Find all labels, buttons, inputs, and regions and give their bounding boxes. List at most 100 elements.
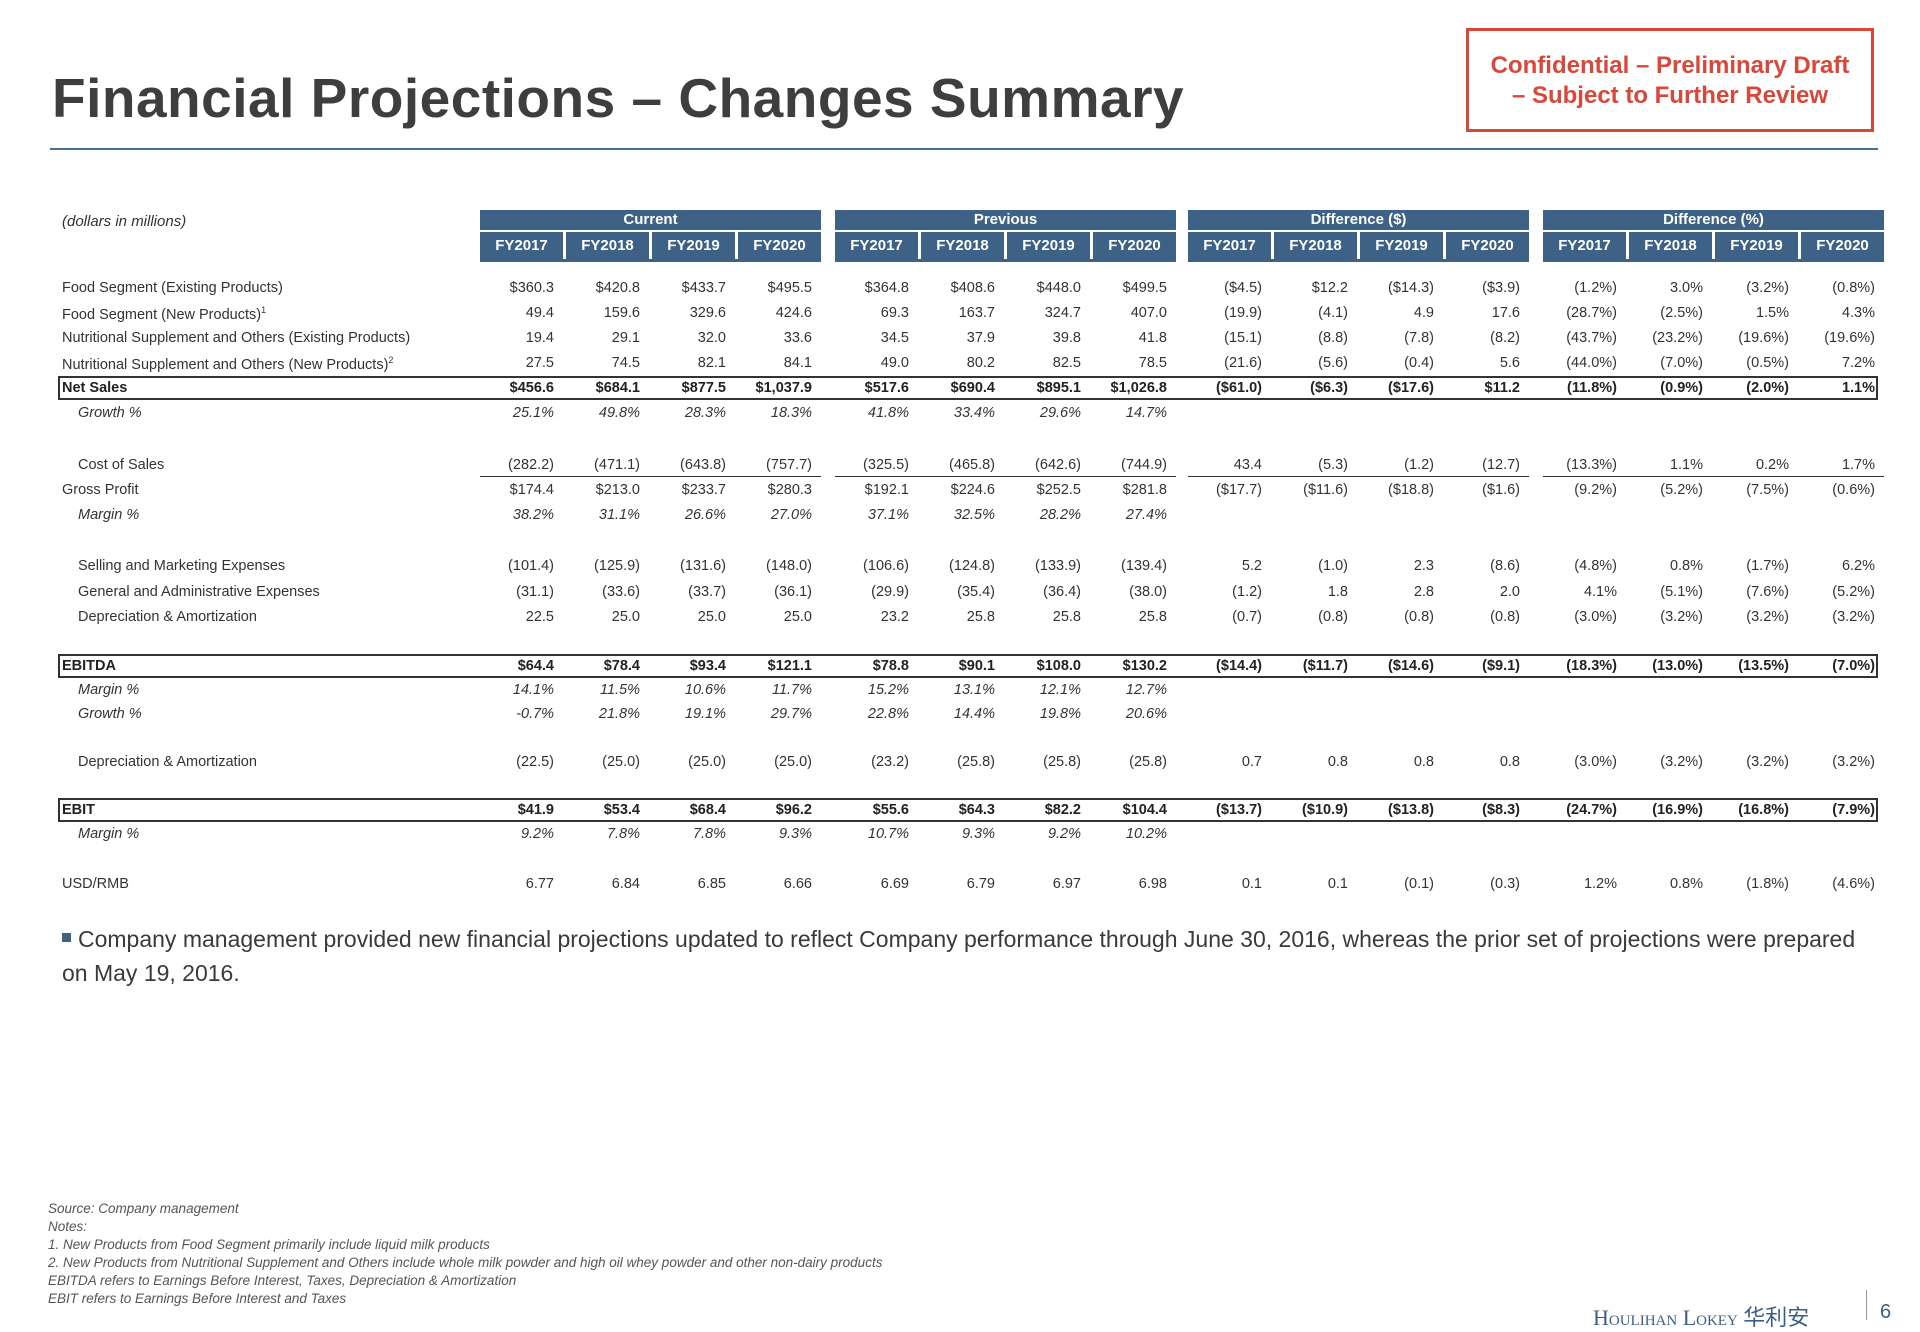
table-cell: 6.84	[611, 876, 640, 892]
table-cell: 33.6	[783, 330, 812, 346]
table-cell: 69.3	[880, 305, 909, 321]
table-cell: ($11.6)	[1303, 482, 1348, 498]
table-cell: 1.7%	[1841, 457, 1875, 473]
table-cell: (4.8%)	[1574, 558, 1617, 574]
table-cell: $281.8	[1122, 482, 1167, 498]
year-header: FY2018	[1629, 232, 1712, 259]
table-cell: ($9.1)	[1482, 658, 1520, 674]
table-cell: (19.6%)	[1824, 330, 1875, 346]
table-cell: (5.6)	[1318, 355, 1348, 371]
net-sales-box	[58, 376, 1878, 400]
table-cell: 14.4%	[953, 706, 995, 722]
table-cell: 27.5	[525, 355, 554, 371]
bullet-marker-icon	[62, 933, 71, 942]
table-cell: $192.1	[864, 482, 909, 498]
note-1: 1. New Products from Food Segment primar…	[48, 1237, 490, 1252]
year-header: FY2018	[566, 232, 649, 259]
table-cell: 0.8	[1499, 754, 1520, 770]
table-cell: 324.7	[1044, 305, 1081, 321]
table-cell: $224.6	[950, 482, 995, 498]
table-cell: (125.9)	[594, 558, 640, 574]
table-cell: (13.0%)	[1652, 658, 1703, 674]
table-cell: (22.5)	[516, 754, 554, 770]
summary-bullet: Company management provided new financia…	[62, 922, 1862, 990]
table-cell: (3.2%)	[1832, 754, 1875, 770]
table-cell: (133.9)	[1035, 558, 1081, 574]
table-cell: (7.0%)	[1832, 658, 1875, 674]
table-cell: (25.8)	[1129, 754, 1167, 770]
table-cell: $280.3	[767, 482, 812, 498]
table-cell: (5.2%)	[1660, 482, 1703, 498]
table-cell: 19.4	[525, 330, 554, 346]
table-cell: (131.6)	[680, 558, 726, 574]
table-cell: $690.4	[950, 380, 995, 396]
table-cell: 329.6	[689, 305, 726, 321]
table-cell: (643.8)	[680, 457, 726, 473]
table-cell: 0.8%	[1669, 876, 1703, 892]
table-cell: ($14.6)	[1388, 658, 1434, 674]
table-cell: $517.6	[864, 380, 909, 396]
table-cell: 25.8	[966, 609, 995, 625]
table-cell: 7.2%	[1841, 355, 1875, 371]
row-label: Net Sales	[62, 380, 128, 396]
year-header: FY2020	[738, 232, 821, 259]
table-cell: $1,037.9	[755, 380, 812, 396]
table-cell: $90.1	[958, 658, 995, 674]
table-cell: 10.7%	[867, 826, 909, 842]
table-cell: 23.2	[880, 609, 909, 625]
table-cell: $233.7	[681, 482, 726, 498]
table-cell: 37.9	[966, 330, 995, 346]
table-cell: 25.0	[783, 609, 812, 625]
table-cell: 4.3%	[1841, 305, 1875, 321]
row-label: Gross Profit	[62, 482, 139, 498]
table-cell: 0.1	[1327, 876, 1348, 892]
table-cell: (25.0)	[774, 754, 812, 770]
table-cell: -0.7%	[516, 706, 554, 722]
footnote-marker: 2	[388, 355, 394, 365]
table-cell: (43.7%)	[1566, 330, 1617, 346]
row-label: Selling and Marketing Expenses	[78, 558, 286, 574]
year-header: FY2020	[1801, 232, 1884, 259]
table-cell: 6.66	[783, 876, 812, 892]
table-cell: 25.8	[1052, 609, 1081, 625]
table-cell: 5.6	[1499, 355, 1520, 371]
page-title: Financial Projections – Changes Summary	[52, 67, 1185, 129]
table-cell: (0.7)	[1232, 609, 1262, 625]
table-cell: $495.5	[767, 280, 812, 296]
group-header-0: Current	[480, 210, 821, 230]
units-note: (dollars in millions)	[62, 213, 187, 230]
table-cell: 19.1%	[684, 706, 726, 722]
table-cell: $93.4	[689, 658, 726, 674]
table-cell: 19.8%	[1039, 706, 1081, 722]
table-cell: (1.0)	[1318, 558, 1348, 574]
table-cell: 32.0	[697, 330, 726, 346]
table-cell: $1,026.8	[1110, 380, 1167, 396]
table-cell: $121.1	[767, 658, 812, 674]
table-cell: $252.5	[1036, 482, 1081, 498]
table-cell: ($14.3)	[1388, 280, 1434, 296]
table-cell: (36.1)	[774, 584, 812, 600]
table-cell: $174.4	[509, 482, 554, 498]
row-label: Food Segment (Existing Products)	[62, 280, 283, 296]
table-cell: $82.2	[1044, 802, 1081, 818]
table-cell: $108.0	[1036, 658, 1081, 674]
note-ebitda: EBITDA refers to Earnings Before Interes…	[48, 1273, 517, 1288]
table-cell: 407.0	[1130, 305, 1167, 321]
table-cell: (3.0%)	[1574, 609, 1617, 625]
table-cell: $684.1	[595, 380, 640, 396]
table-cell: (148.0)	[766, 558, 812, 574]
table-cell: 3.0%	[1669, 280, 1703, 296]
table-cell: (7.0%)	[1660, 355, 1703, 371]
table-cell: 9.2%	[520, 826, 554, 842]
table-cell: (12.7)	[1482, 457, 1520, 473]
table-cell: 41.8%	[867, 405, 909, 421]
table-cell: $96.2	[775, 802, 812, 818]
table-cell: 14.1%	[512, 682, 554, 698]
table-cell: (465.8)	[949, 457, 995, 473]
year-header: FY2017	[480, 232, 563, 259]
table-cell: (642.6)	[1035, 457, 1081, 473]
table-cell: ($14.4)	[1216, 658, 1262, 674]
table-cell: (11.8%)	[1567, 380, 1617, 396]
table-cell: 1.1%	[1841, 380, 1875, 396]
table-cell: (0.5%)	[1746, 355, 1789, 371]
